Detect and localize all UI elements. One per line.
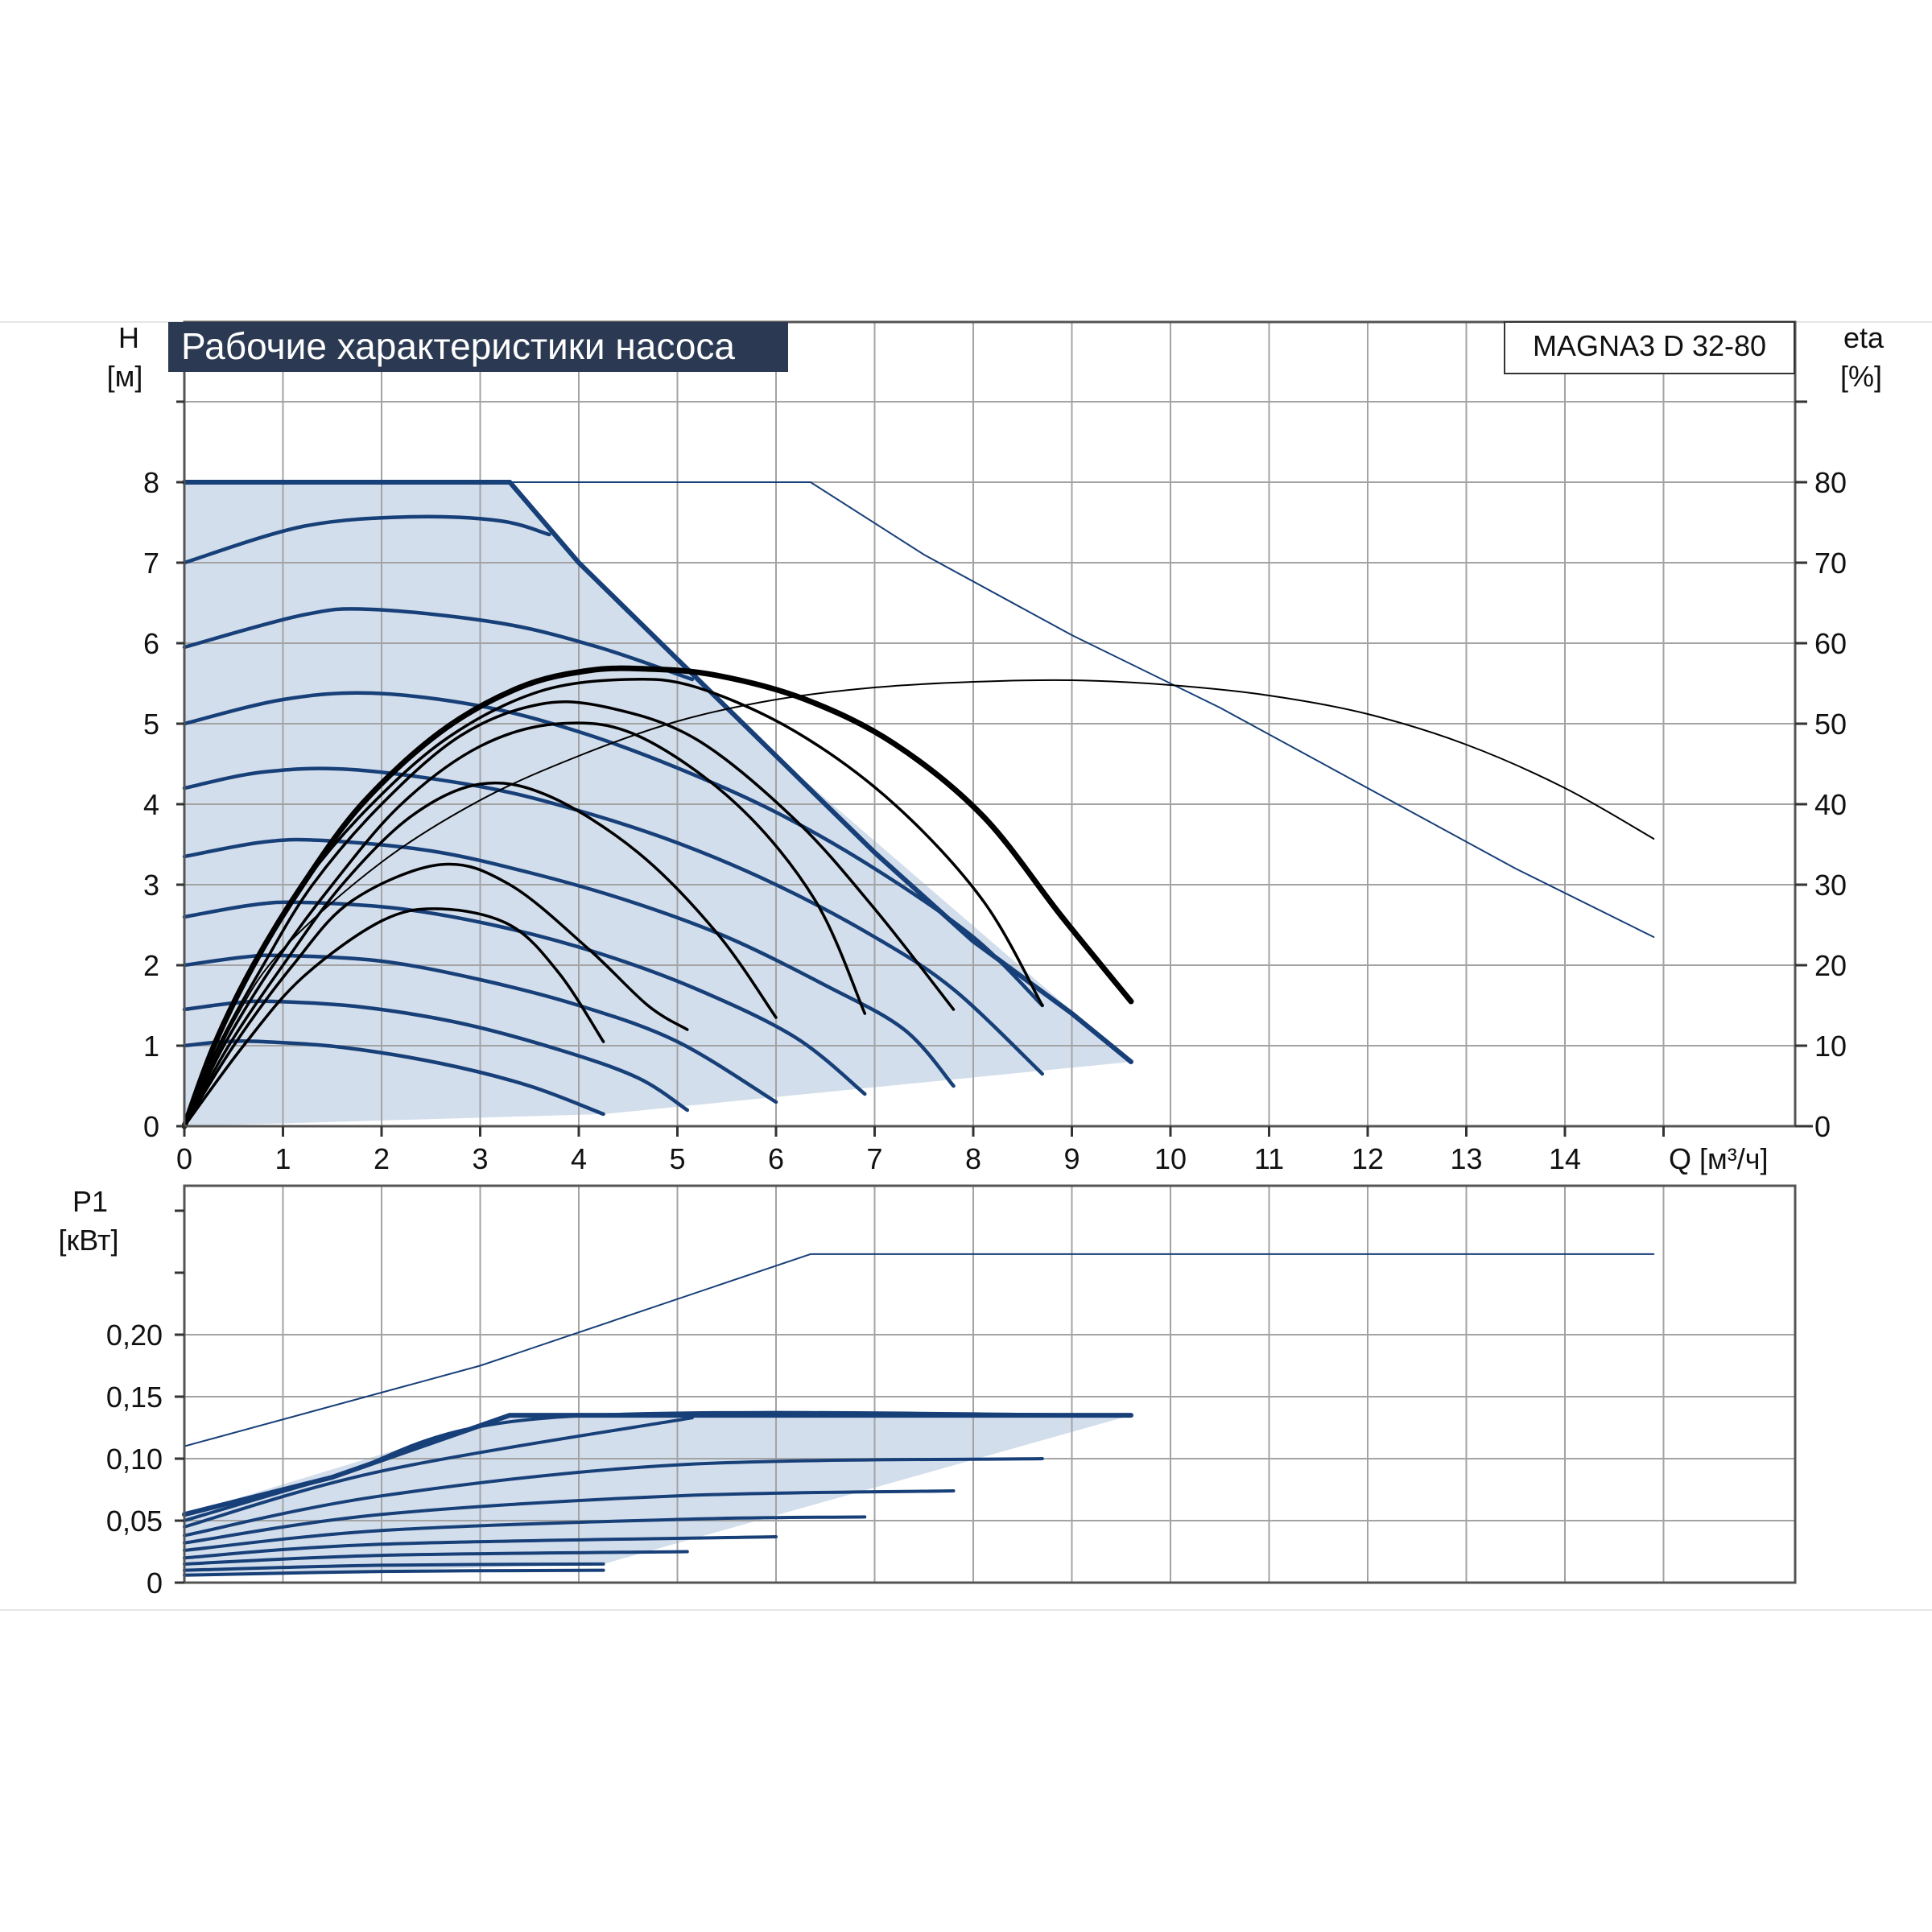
head-axis-unit: [м] <box>107 360 143 393</box>
power-axis-unit: [кВт] <box>58 1224 118 1257</box>
power-y-tick-label: 0,10 <box>106 1443 163 1476</box>
title-banner <box>168 322 788 372</box>
curve-speed-curve <box>182 691 1045 1008</box>
curve-max-curve-variable <box>182 480 1133 1064</box>
head-axis-label: H <box>118 321 139 354</box>
curve-power-speed <box>183 1550 689 1566</box>
flow-x-tick-label: 2 <box>374 1142 390 1175</box>
model-label: MAGNA3 D 32-80 <box>1533 329 1766 362</box>
curve-efficiency-speed <box>183 721 867 1128</box>
curve-power-speed <box>183 1416 694 1529</box>
curve-speed-curve <box>182 999 690 1113</box>
head-y-tick-label: 6 <box>143 627 159 660</box>
head-tick-marks <box>176 400 1813 1137</box>
eta-y-tick-label: 60 <box>1814 627 1847 660</box>
curve-power-speed <box>183 1535 778 1560</box>
power-tick-marks <box>175 1209 184 1584</box>
model-box <box>1504 321 1795 374</box>
curve-efficiency-speed <box>183 862 689 1128</box>
head-y-tick-label: 4 <box>143 788 159 821</box>
curve-efficiency-max <box>184 679 1655 1127</box>
curve-power-speed <box>183 1489 956 1545</box>
power-axis-label: P1 <box>72 1185 108 1218</box>
flow-x-tick-label: 13 <box>1450 1142 1482 1175</box>
curve-speed-curve <box>182 514 551 565</box>
head-y-tick-label: 5 <box>143 708 159 741</box>
curve-max-curve-constant <box>509 481 1655 938</box>
flow-axis-label: Q [м³/ч] <box>1669 1142 1769 1175</box>
head-series <box>181 480 1655 1129</box>
power-series <box>182 1253 1655 1577</box>
eta-y-tick-label: 70 <box>1814 547 1847 580</box>
head-y-tick-label: 1 <box>143 1030 159 1063</box>
curve-efficiency-speed <box>183 677 1044 1128</box>
flow-x-tick-label: 8 <box>965 1142 981 1175</box>
eta-y-tick-label: 0 <box>1814 1110 1831 1143</box>
power-plot-frame <box>183 1184 1797 1584</box>
eta-y-tick-label: 80 <box>1814 466 1847 499</box>
head-y-tick-label: 3 <box>143 869 159 902</box>
power-y-tick-label: 0,05 <box>106 1505 163 1538</box>
power-panel: 0 0,05 0,10 0,15 0,20 P1 [кВт] <box>58 1184 1797 1600</box>
flow-x-tick-label: 3 <box>472 1142 488 1175</box>
curve-power-speed <box>183 1515 867 1552</box>
eta-y-tick-label: 10 <box>1814 1030 1847 1063</box>
flow-x-tick-label: 5 <box>669 1142 685 1175</box>
head-y-tick-label: 0 <box>143 1110 159 1143</box>
flow-x-tick-label: 1 <box>275 1142 291 1175</box>
eta-axis-unit: [%] <box>1840 360 1882 393</box>
power-y-tick-label: 0,20 <box>106 1319 163 1352</box>
curve-max-power-variable <box>182 1413 1133 1517</box>
flow-x-tick-label: 0 <box>176 1142 192 1175</box>
head-y-tick-label: 8 <box>143 466 159 499</box>
flow-x-tick-label: 4 <box>571 1142 587 1175</box>
flow-x-tick-label: 9 <box>1063 1142 1080 1175</box>
power-y-tick-label: 0,15 <box>106 1381 163 1414</box>
curve-efficiency-speed <box>183 700 956 1128</box>
eta-axis-label: eta <box>1843 321 1885 354</box>
head-y-tick-label: 7 <box>143 547 159 580</box>
flow-x-tick-label: 7 <box>866 1142 882 1175</box>
curve-power-speed <box>183 1457 1044 1538</box>
power-y-tick-label: 0 <box>147 1567 163 1600</box>
curve-power-speed <box>183 1568 605 1577</box>
eta-y-tick-label: 20 <box>1814 949 1847 982</box>
flow-x-tick-label: 11 <box>1254 1142 1284 1175</box>
flow-x-tick-label: 14 <box>1549 1142 1581 1175</box>
head-y-tick-label: 2 <box>143 949 159 982</box>
curve-speed-curve <box>182 900 867 1096</box>
flow-x-tick-label: 10 <box>1154 1142 1187 1175</box>
curve-power-speed <box>183 1410 1133 1522</box>
eta-y-tick-label: 50 <box>1814 708 1847 741</box>
curve-power-speed <box>183 1562 605 1572</box>
curve-efficiency-speed <box>183 781 778 1128</box>
flow-x-tick-label: 12 <box>1352 1142 1384 1175</box>
curve-max-power-constant <box>184 1253 1655 1447</box>
curve-speed-curve <box>182 607 695 682</box>
curve-efficiency-speed <box>183 907 605 1128</box>
flow-x-tick-label: 6 <box>768 1142 784 1175</box>
chart-title: Рабочие характеристики насоса <box>181 325 735 367</box>
eta-y-tick-label: 40 <box>1814 788 1847 821</box>
head-grid <box>184 322 1795 1126</box>
power-tick-labels: 0 0,05 0,10 0,15 0,20 <box>106 1319 163 1600</box>
eta-y-tick-label: 30 <box>1814 869 1847 902</box>
